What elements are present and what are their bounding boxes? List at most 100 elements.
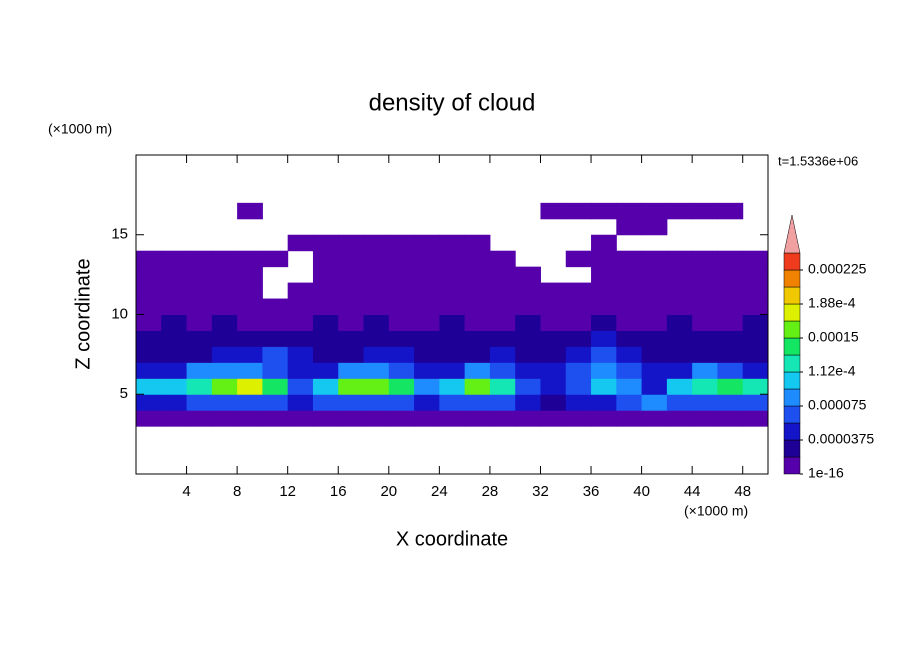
x-tick-label: 36 bbox=[583, 483, 600, 500]
contour-cell bbox=[262, 250, 289, 268]
contour-cell bbox=[666, 362, 693, 379]
contour-cell bbox=[489, 298, 516, 315]
contour-cell bbox=[641, 250, 668, 268]
contour-cell bbox=[439, 410, 466, 427]
contour-cell bbox=[666, 330, 693, 347]
contour-cell bbox=[717, 282, 744, 300]
contour-cell bbox=[742, 378, 769, 395]
contour-cell bbox=[641, 346, 668, 363]
contour-cell bbox=[692, 250, 718, 268]
contour-cell bbox=[464, 330, 491, 347]
contour-cell bbox=[312, 346, 339, 363]
contour-cell bbox=[540, 362, 567, 379]
contour-cell bbox=[565, 298, 592, 315]
contour-cell bbox=[540, 298, 567, 315]
contour-cell bbox=[414, 298, 440, 315]
colorbar-label: 1e-16 bbox=[808, 465, 844, 481]
contour-cell bbox=[363, 362, 390, 379]
x-tick-label: 8 bbox=[233, 483, 241, 500]
contour-cell bbox=[692, 362, 718, 379]
contour-cell bbox=[616, 394, 643, 411]
contour-cell bbox=[742, 362, 769, 379]
x-tick-label: 20 bbox=[380, 483, 397, 500]
contour-cell bbox=[515, 266, 541, 284]
contour-cell bbox=[237, 378, 263, 395]
contour-cell bbox=[363, 234, 390, 252]
contour-cell bbox=[717, 394, 744, 411]
contour-cell bbox=[666, 250, 693, 268]
contour-cell bbox=[591, 394, 617, 411]
contour-cell bbox=[641, 218, 668, 236]
contour-cell bbox=[616, 298, 643, 315]
contour-cell bbox=[591, 234, 617, 252]
contour-cell bbox=[414, 362, 440, 379]
colorbar-band bbox=[783, 320, 801, 339]
contour-cell bbox=[262, 330, 289, 347]
contour-cell bbox=[237, 394, 263, 411]
contour-cell bbox=[287, 282, 314, 300]
contour-cell bbox=[616, 362, 643, 379]
contour-cell bbox=[515, 394, 541, 411]
contour-cell bbox=[717, 330, 744, 347]
contour-cell bbox=[338, 346, 365, 363]
contour-cell bbox=[211, 250, 238, 268]
contour-cell bbox=[363, 282, 390, 300]
contour-cell bbox=[666, 410, 693, 427]
contour-cell bbox=[565, 330, 592, 347]
contour-cell bbox=[262, 394, 289, 411]
contour-cell bbox=[363, 266, 390, 284]
contour-cell bbox=[136, 282, 162, 300]
contour-cell bbox=[641, 410, 668, 427]
colorbar-label: 0.000225 bbox=[808, 261, 867, 277]
contour-cell bbox=[616, 330, 643, 347]
contour-cell bbox=[666, 394, 693, 411]
contour-cell bbox=[489, 378, 516, 395]
contour-cell bbox=[742, 346, 769, 363]
contour-cell bbox=[237, 282, 263, 300]
contour-cell bbox=[186, 378, 213, 395]
contour-cell bbox=[363, 298, 390, 315]
x-tick-label: 40 bbox=[633, 483, 650, 500]
y-tick-label: 10 bbox=[111, 305, 128, 322]
contour-cell bbox=[565, 314, 592, 331]
contour-cell bbox=[464, 394, 491, 411]
contour-cell bbox=[591, 410, 617, 427]
contour-cell bbox=[540, 346, 567, 363]
contour-cell bbox=[616, 250, 643, 268]
contour-cell bbox=[540, 314, 567, 331]
contour-cell bbox=[237, 314, 263, 331]
contour-cell bbox=[414, 282, 440, 300]
contour-cell bbox=[161, 250, 188, 268]
colorbar-band bbox=[783, 388, 801, 407]
contour-cell bbox=[439, 330, 466, 347]
contour-cell bbox=[186, 250, 213, 268]
contour-cell bbox=[692, 298, 718, 315]
contour-cell bbox=[565, 362, 592, 379]
contour-cell bbox=[287, 410, 314, 427]
contour-cell bbox=[692, 266, 718, 284]
colorbar-band bbox=[783, 456, 801, 475]
contour-cell bbox=[363, 394, 390, 411]
contour-cell bbox=[515, 314, 541, 331]
contour-cell bbox=[338, 378, 365, 395]
contour-cell bbox=[591, 330, 617, 347]
contour-cell bbox=[388, 330, 415, 347]
contour-cell bbox=[641, 394, 668, 411]
contour-cell bbox=[540, 378, 567, 395]
x-tick-label: 12 bbox=[279, 483, 296, 500]
colorbar-band bbox=[783, 422, 801, 441]
contour-cell bbox=[414, 410, 440, 427]
contour-cell bbox=[287, 234, 314, 252]
contour-cell bbox=[388, 234, 415, 252]
contour-cell bbox=[262, 346, 289, 363]
contour-cell bbox=[237, 346, 263, 363]
contour-cell bbox=[742, 282, 769, 300]
colorbar-band bbox=[783, 354, 801, 373]
contour-cell bbox=[388, 346, 415, 363]
contour-cell bbox=[161, 410, 188, 427]
contour-cell bbox=[186, 394, 213, 411]
contour-cell bbox=[414, 266, 440, 284]
contour-cell bbox=[186, 282, 213, 300]
contour-cell bbox=[338, 234, 365, 252]
